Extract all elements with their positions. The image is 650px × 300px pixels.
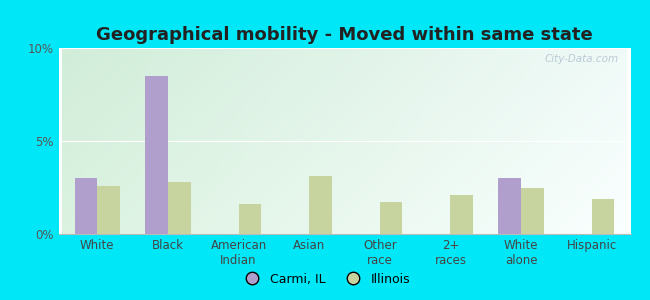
Bar — [239, 204, 261, 234]
Title: Geographical mobility - Moved within same state: Geographical mobility - Moved within sam… — [96, 26, 593, 44]
Bar — [380, 202, 402, 234]
Bar — [98, 186, 120, 234]
Bar — [146, 76, 168, 234]
Legend: Carmi, IL, Illinois: Carmi, IL, Illinois — [235, 268, 415, 291]
Bar — [309, 176, 332, 234]
Bar — [592, 199, 614, 234]
Bar — [450, 195, 473, 234]
Bar — [168, 182, 190, 234]
Bar — [521, 188, 543, 234]
Bar — [75, 178, 98, 234]
Bar — [499, 178, 521, 234]
Text: City-Data.com: City-Data.com — [545, 54, 619, 64]
